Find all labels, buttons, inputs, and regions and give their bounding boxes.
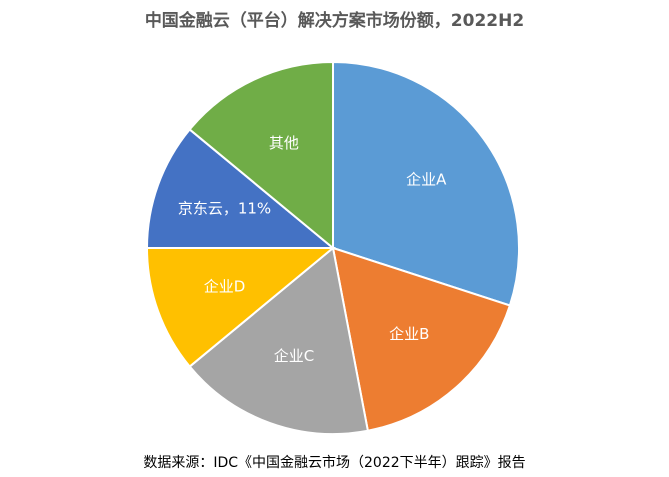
pie-slice-5: [188, 60, 334, 251]
pie-slice-label-3: 企业D: [204, 278, 246, 296]
pie-slices: [145, 60, 520, 435]
source-note: 数据来源：IDC《中国金融云市场（2022下半年）跟踪》报告: [143, 455, 526, 471]
chart-title: 中国金融云（平台）解决方案市场份额，2022H2: [144, 11, 525, 31]
pie-slice-3: [145, 247, 336, 368]
pie-slice-2: [188, 246, 370, 435]
pie-slice-label-1: 企业B: [389, 325, 429, 343]
pie-slice-0: [332, 60, 520, 307]
pie-slice-4: [145, 128, 336, 249]
pie-slice-label-4: 京东云，11%: [178, 199, 271, 217]
pie-slice-label-5: 其他: [269, 134, 299, 152]
pie-labels: 企业A 企业B 企业C 企业D 京东云，11% 其他: [178, 134, 447, 365]
pie-slice-label-2: 企业C: [274, 347, 314, 365]
pie-slice-1: [331, 246, 512, 432]
pie-slice-label-0: 企业A: [406, 171, 447, 189]
